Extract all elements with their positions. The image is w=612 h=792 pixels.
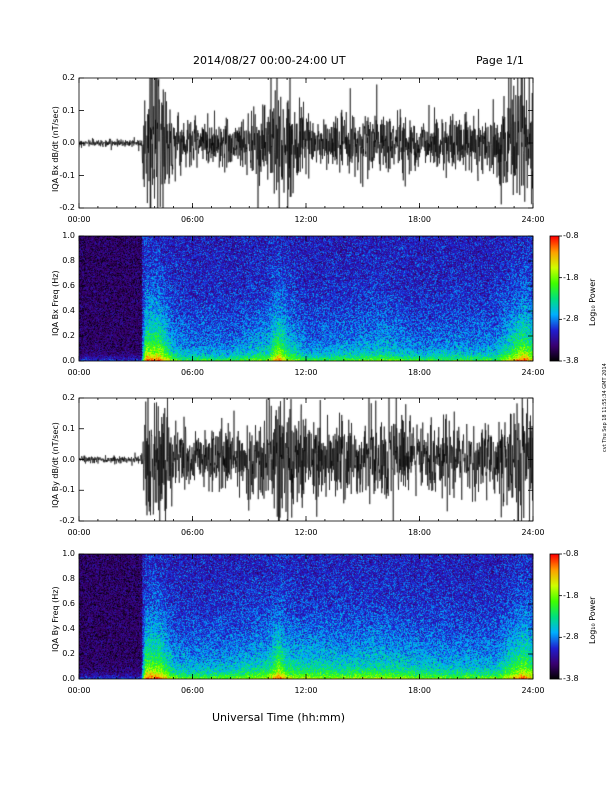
colorbar-tick-label: -0.8 xyxy=(563,231,579,240)
by-spectrogram xyxy=(79,554,533,679)
y-tick-label: 0.2 xyxy=(62,393,75,402)
x-tick-label: 00:00 xyxy=(67,215,91,224)
x-tick-label: 00:00 xyxy=(67,686,91,695)
bx-spectrogram xyxy=(79,236,533,361)
y-tick-label: 0.6 xyxy=(62,281,75,290)
panel-frame xyxy=(78,77,534,209)
x-tick-label: 18:00 xyxy=(407,368,432,377)
x-tick-label: 24:00 xyxy=(521,528,545,537)
x-tick-label: 18:00 xyxy=(407,528,432,537)
y-tick-label: -0.1 xyxy=(59,170,75,180)
colorbar-frame xyxy=(549,235,560,362)
colorbar-tick-label: -3.8 xyxy=(563,356,579,365)
x-tick-label: 24:00 xyxy=(521,686,545,695)
x-tick-label: 06:00 xyxy=(180,686,205,695)
page-title: 2014/08/27 00:00-24:00 UT xyxy=(193,54,346,67)
y-tick-label: -0.2 xyxy=(59,203,75,212)
y-tick-label: -0.1 xyxy=(59,485,75,495)
x-tick-label: 00:00 xyxy=(67,368,91,377)
colorbar-frame xyxy=(549,553,560,680)
y-tick-label: 0.1 xyxy=(62,423,75,433)
colorbar-tick-label: -1.8 xyxy=(563,272,579,282)
x-tick-label: 24:00 xyxy=(521,215,545,224)
y-tick-label: 0.0 xyxy=(62,356,75,365)
x-tick-label: 12:00 xyxy=(294,215,318,224)
colorbar-tick-label: -3.8 xyxy=(563,674,579,683)
x-tick-label: 12:00 xyxy=(294,528,318,537)
y-tick-label: 0.1 xyxy=(62,105,75,115)
colorbar-tick-label: -2.8 xyxy=(563,632,579,642)
x-tick-label: 00:00 xyxy=(67,528,91,537)
x-tick-label: 18:00 xyxy=(407,215,432,224)
colorbar-tick-label: -0.8 xyxy=(563,549,579,558)
y-tick-label: 0.4 xyxy=(62,624,75,633)
processing-stamp: cvt Thu Sep 18 11:55:34 GMT 2014 xyxy=(602,363,608,452)
bx-dbdt-trace xyxy=(79,78,533,208)
panel-frame xyxy=(78,553,534,680)
bx-colorbar xyxy=(550,236,559,361)
y-tick-label: 0.0 xyxy=(62,138,75,147)
panel-frame xyxy=(78,235,534,362)
y-tick-label: 0.2 xyxy=(62,649,75,658)
by-dbdt-trace xyxy=(79,398,533,521)
colorbar-tick-label: -1.8 xyxy=(563,590,579,600)
y-tick-label: 0.0 xyxy=(62,674,75,683)
page-number: Page 1/1 xyxy=(476,54,524,67)
colorbar-tick-label: -2.8 xyxy=(563,314,579,324)
y-tick-label: 0.4 xyxy=(62,306,75,315)
y-tick-label: 0.0 xyxy=(62,454,75,464)
y-tick-label: 0.8 xyxy=(62,574,75,583)
y-tick-label: 1.0 xyxy=(62,549,75,558)
x-axis-label: Universal Time (hh:mm) xyxy=(212,711,345,724)
y-tick-label: 0.8 xyxy=(62,256,75,265)
x-tick-label: 18:00 xyxy=(407,686,432,695)
y-tick-label: 0.6 xyxy=(62,599,75,608)
x-tick-label: 06:00 xyxy=(180,215,205,224)
x-tick-label: 06:00 xyxy=(180,368,205,377)
y-tick-label: 1.0 xyxy=(62,231,75,240)
y-tick-label: -0.2 xyxy=(59,516,75,525)
y-tick-label: 0.2 xyxy=(62,73,75,82)
x-tick-label: 12:00 xyxy=(294,686,318,695)
panel-frame xyxy=(78,397,534,522)
x-tick-label: 06:00 xyxy=(180,528,205,537)
by-colorbar xyxy=(550,554,559,679)
x-tick-label: 24:00 xyxy=(521,368,545,377)
x-tick-label: 12:00 xyxy=(294,368,318,377)
y-tick-label: 0.2 xyxy=(62,331,75,340)
